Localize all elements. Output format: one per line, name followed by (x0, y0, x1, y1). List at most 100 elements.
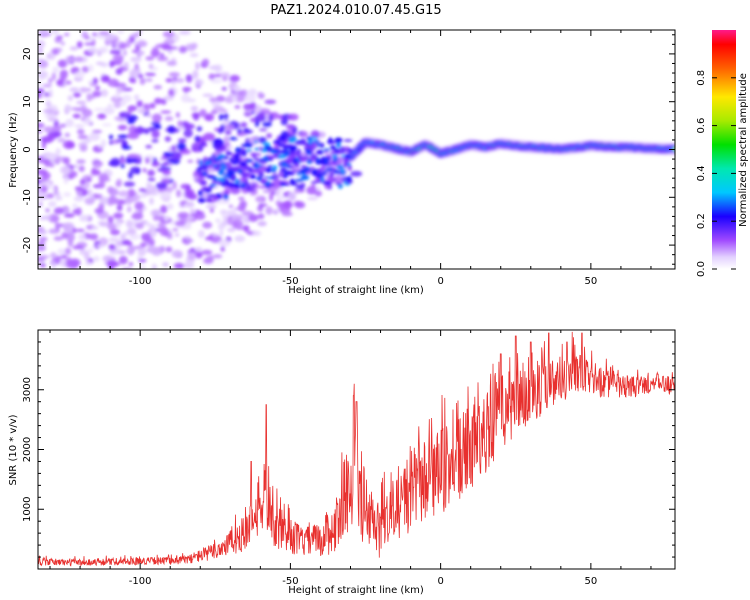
spectrogram-blob (115, 68, 123, 75)
spectrogram-blob (38, 122, 45, 129)
spectrogram-blob (138, 258, 147, 263)
spectrogram-blob (159, 191, 172, 201)
spectrogram-blob (79, 144, 88, 152)
spectrogram-blob (176, 142, 186, 151)
spectrogram-blob (331, 154, 338, 158)
spectrogram-blob (257, 221, 267, 227)
spectrogram-blob (83, 251, 90, 261)
spectrogram-blob (92, 77, 99, 85)
spectrogram-blob (103, 106, 115, 115)
spectrogram-blob (116, 204, 123, 211)
spectrogram-blob (316, 149, 324, 155)
spectrogram-blob (210, 78, 223, 84)
spectrogram-blob (228, 187, 235, 190)
spectrogram-blob (178, 30, 191, 35)
spectrogram-blob (180, 94, 191, 103)
spectrogram-blob (253, 140, 258, 144)
spectrogram-blob (179, 45, 187, 53)
spectrogram-blob (59, 165, 71, 175)
y-tick-label: 3000 (22, 377, 33, 402)
spectrogram-blob (257, 91, 264, 97)
spectrogram-blob (51, 30, 60, 36)
spectrogram-blob (84, 36, 90, 40)
spectrogram-blob (262, 121, 272, 128)
spectrogram-blob (38, 70, 49, 79)
spectrogram-blob (200, 141, 207, 147)
spectrogram-blob (226, 145, 233, 151)
spectrogram-blob (151, 129, 160, 139)
spectrogram-blob (248, 214, 259, 222)
spectrogram-blob (213, 105, 225, 113)
spectrogram-blob (176, 189, 182, 198)
spectrogram-blob (269, 183, 275, 187)
spectrogram-blob (186, 201, 194, 207)
snr-panel: -100 -50 0 50 1000 2000 3000 Height of straigh… (8, 329, 676, 596)
spectrogram-blob (122, 140, 128, 147)
spectrogram-blob (98, 31, 111, 36)
spectrogram-blob (153, 84, 163, 90)
spectrogram-blob (172, 227, 179, 232)
spectrogram-blob (109, 134, 114, 140)
spectrogram-blob (76, 159, 86, 165)
spectrogram-blob (108, 187, 119, 197)
spectrogram-blob (46, 54, 56, 60)
spectrogram-blob (67, 57, 76, 63)
spectrogram-blob (81, 66, 90, 73)
spectrogram-blob (104, 33, 115, 42)
spectrogram-blob (175, 112, 180, 118)
spectrogram-blob (127, 108, 133, 114)
spectrogram-blob (130, 214, 142, 219)
spectrogram-blob (177, 212, 190, 219)
spectrogram-blob (259, 128, 268, 132)
spectrogram-blob (171, 80, 176, 85)
spectrogram-blob (240, 122, 248, 128)
spectrogram-blob (232, 221, 238, 229)
spectrogram-blob (77, 134, 89, 140)
spectrogram-blob (38, 47, 43, 55)
snr-ticks: -100 -50 0 50 1000 2000 3000 (22, 329, 675, 587)
spectrogram-blob (316, 142, 320, 148)
spectrogram-blob (321, 165, 326, 171)
spectrogram-blob (177, 138, 187, 144)
spectrogram-blob (65, 259, 77, 266)
spectrogram-blob (84, 42, 94, 46)
spectrogram-blob (245, 186, 251, 189)
spectrogram-blob (271, 168, 275, 172)
spectrogram-blob (193, 176, 198, 180)
snr-ylabel: SNR (10 * v/v) (8, 414, 19, 485)
spectrogram-blob (134, 94, 140, 101)
spectrogram-blob (145, 184, 157, 194)
spectrogram-blob (262, 142, 271, 146)
spectrogram-blob (255, 158, 260, 162)
spectrogram-blob (297, 148, 301, 155)
spectrogram-blob (259, 146, 263, 152)
spectrogram-blob (267, 176, 276, 180)
spectrogram-blob (201, 249, 213, 255)
spectrogram-blob (46, 153, 58, 161)
spectrogram-blob (92, 256, 100, 262)
spectrogram-blob (137, 73, 144, 79)
spectrogram-blob (266, 165, 275, 168)
spectrogram-blob (91, 32, 98, 37)
spectrogram-blob (121, 94, 132, 103)
spectrogram-blob (156, 56, 169, 62)
spectrogram-blob (287, 144, 292, 148)
spectrogram-blob (202, 221, 213, 229)
spectrogram-blob (74, 56, 84, 63)
colorbar: 0.0 0.2 0.4 0.6 0.8 Normalized spectral ampl… (696, 30, 749, 277)
spectrogram-blob (273, 165, 278, 170)
spectrogram-blob (300, 130, 306, 138)
spectrogram-blob (160, 205, 168, 214)
spectrogram-blob (59, 123, 67, 128)
spectrogram-blob (85, 138, 92, 143)
spectrogram-blob (288, 137, 296, 143)
spectrogram-blob (153, 124, 162, 130)
spectrogram-blob (88, 37, 94, 41)
spectrogram-blob (109, 49, 122, 55)
spectrogram-blob (167, 234, 173, 240)
spectrogram-blob (183, 128, 193, 138)
spectrogram-blob (185, 74, 193, 83)
spectrogram-blob (203, 132, 215, 142)
spectrogram-blob (38, 59, 49, 69)
spectrogram-blob (250, 184, 256, 188)
